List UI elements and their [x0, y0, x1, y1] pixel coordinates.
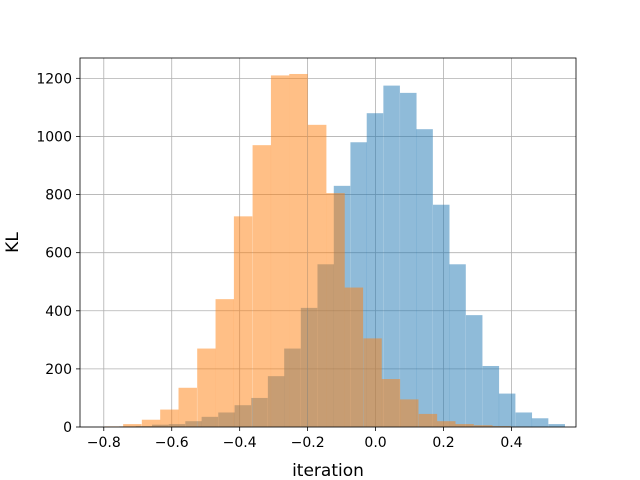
histogram-bar-series-2 [381, 379, 401, 427]
histogram-bar-series-2 [474, 425, 493, 427]
histogram-bar-series-2 [307, 124, 327, 427]
histogram-bar-series-1 [449, 264, 466, 427]
plot-frame [79, 57, 577, 428]
histogram-bar-series-2 [437, 421, 456, 427]
histogram-bar-series-1 [548, 424, 565, 427]
x-axis-ticks: −0.8 −0.6 −0.4 −0.2 0.0 0.2 0.4 [87, 427, 523, 451]
x-tick-label: −0.4 [223, 435, 257, 451]
y-tick-label: 0 [63, 420, 72, 436]
histogram-bar-series-1 [400, 92, 417, 427]
x-tick-label: −0.2 [291, 435, 325, 451]
histogram-bar-series-1 [482, 365, 500, 427]
histogram-bar-series-2 [492, 426, 511, 427]
histogram-bar-series-2 [197, 348, 216, 427]
histogram-bar-series-2 [418, 413, 438, 427]
histogram-bar-series-2 [141, 419, 161, 427]
histogram-bar-series-2 [123, 424, 142, 427]
y-tick-label: 200 [45, 362, 72, 378]
histogram-bar-series-2 [215, 299, 234, 427]
y-axis-ticks: 0 200 400 600 800 1000 1200 [36, 71, 80, 436]
x-tick-label: −0.8 [87, 435, 121, 451]
histogram-bar-series-2 [363, 338, 382, 427]
histogram-bar-series-1 [432, 204, 450, 427]
histogram-bar-series-2 [326, 193, 345, 427]
histogram-bar-series-1 [531, 418, 549, 427]
y-tick-label: 400 [45, 304, 72, 320]
x-tick-label: −0.6 [155, 435, 189, 451]
x-tick-label: 0.4 [500, 435, 522, 451]
y-axis-label: KL [3, 232, 23, 253]
histogram-bar-series-2 [270, 75, 290, 427]
histogram-bar-series-2 [400, 399, 419, 427]
histogram-bar-series-2 [252, 145, 272, 428]
histogram-bar-series-1 [416, 129, 433, 427]
histogram-bar-series-2 [178, 387, 197, 427]
histogram-bar-series-2 [344, 287, 364, 427]
histogram-bar-series-2 [233, 216, 253, 427]
y-tick-label: 1000 [36, 129, 72, 145]
y-tick-label: 800 [45, 188, 72, 204]
histogram-bar-series-2 [289, 73, 308, 427]
histogram-bar-series-1 [498, 393, 516, 427]
y-tick-label: 1200 [36, 71, 72, 87]
histogram-bar-series-2 [160, 409, 179, 427]
histogram-bars [104, 73, 565, 428]
histogram-bar-series-2 [455, 424, 474, 427]
histogram-bar-series-1 [465, 315, 483, 427]
histogram-bar-series-1 [383, 85, 400, 428]
histogram-bar-series-1 [515, 412, 533, 427]
x-tick-label: 0.0 [364, 435, 386, 451]
x-axis-label: iteration [292, 461, 364, 480]
y-tick-label: 600 [45, 246, 72, 262]
x-tick-label: 0.2 [432, 435, 454, 451]
